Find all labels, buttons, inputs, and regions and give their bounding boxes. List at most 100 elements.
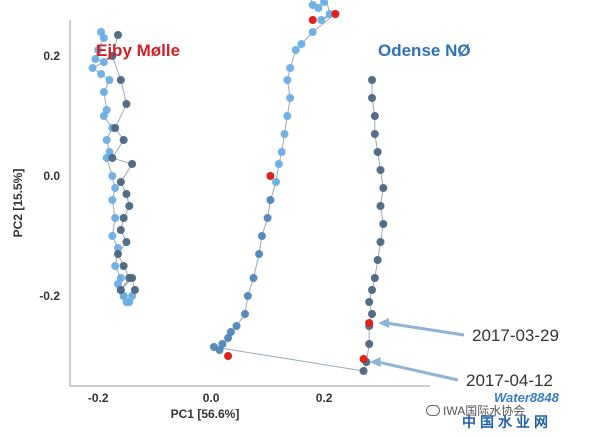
data-point [249,274,258,282]
data-point [283,76,292,84]
date-callout-label: 2017-03-29 [472,326,559,345]
odense-no-label: Odense NØ [378,41,471,60]
data-point [291,46,300,54]
data-point [376,238,385,246]
group-labels: Ejby Mølle Odense NØ [96,41,471,60]
data-point [122,190,131,198]
data-point [368,76,377,84]
data-point [122,100,131,108]
arrowhead-icon [369,357,381,367]
data-point [373,148,382,156]
data-point [274,160,283,168]
trajectory-line [213,199,271,351]
data-point [125,202,134,210]
x-axis-label: PC1 [56.6%] [171,407,240,421]
data-point [116,178,125,186]
data-point [97,28,106,36]
data-point [128,292,137,300]
data-point [283,112,292,120]
social-watermark: IWA国际水协会 [426,402,525,419]
x-tick-label: 0.0 [203,391,220,405]
data-point [119,262,128,270]
data-point [314,4,323,12]
data-point [116,226,125,234]
data-point [130,286,139,294]
highlighted-point [331,10,340,18]
data-point [102,154,111,162]
data-point [317,16,326,24]
axes: -0.2 0.0 0.2 0.2 0.0 -0.2 PC1 [56.6%] PC2 [15.5… [11,20,430,421]
data-point [368,310,377,318]
data-point [266,196,275,204]
data-point [241,310,249,318]
highlighted-point [359,355,368,363]
data-point [232,322,241,330]
data-point [113,280,122,288]
data-point [365,340,374,348]
highlighted-point [308,16,317,24]
data-point [320,0,329,6]
highlighted-point [266,172,275,180]
brand-watermark: Water8848 [494,390,559,405]
data-point [119,292,128,300]
data-point [108,232,117,240]
data-point [128,274,137,282]
data-point [97,70,106,78]
trajectory-line [213,346,364,372]
data-point [308,28,317,36]
data-point [128,160,137,168]
data-point [108,154,117,162]
data-point [111,184,120,192]
data-point [108,196,117,204]
data-point [370,274,379,282]
data-point [368,286,377,294]
highlighted-point [224,352,233,360]
data-point [297,40,306,48]
data-point [243,292,252,300]
data-point [359,367,368,375]
callout-arrow [385,321,465,337]
data-point [257,232,266,240]
date-callout-label: 2017-04-12 [466,371,553,390]
data-point [376,166,385,174]
data-point [111,124,120,132]
data-point [102,136,111,144]
data-point [263,214,272,222]
data-point [277,148,286,156]
data-point [226,328,235,336]
y-tick-label: -0.2 [39,289,60,303]
chat-icon [426,405,440,416]
ejby-molle-label: Ejby Mølle [96,41,180,60]
data-point [116,274,125,282]
data-point [125,298,134,306]
trajectory-line [275,0,336,183]
data-point [325,10,334,18]
data-points [88,0,388,375]
data-point [376,202,385,210]
x-tick-label: -0.2 [88,391,109,405]
data-point [113,31,122,39]
data-point [272,178,281,186]
data-point [99,58,108,66]
data-point [94,46,103,54]
data-point [113,250,122,258]
data-point [224,334,233,342]
data-point [370,130,379,138]
data-point [370,112,379,120]
data-point [122,238,131,246]
data-point [280,130,289,138]
data-point [111,262,120,270]
data-point [108,172,117,180]
data-point [379,220,388,228]
data-point [255,250,264,258]
data-point [365,298,374,306]
data-point [91,55,100,63]
data-point [108,52,117,60]
data-point [209,343,218,351]
data-point [373,256,382,264]
data-point [88,64,97,72]
data-point [99,34,108,42]
y-tick-label: 0.2 [43,49,60,63]
data-point [368,94,377,102]
data-point [119,214,128,222]
